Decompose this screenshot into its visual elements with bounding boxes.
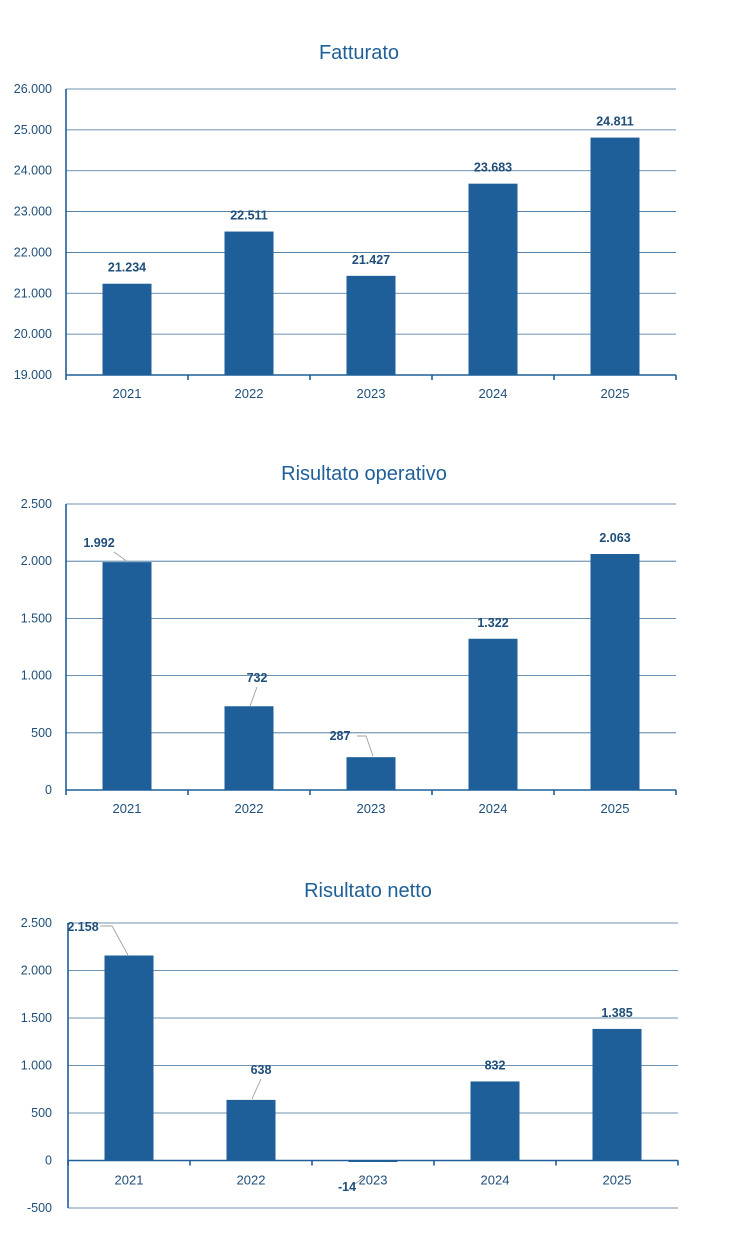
y-tick-label: 1.000 (21, 669, 52, 683)
data-label: 21.427 (352, 253, 390, 267)
data-label: 1.322 (477, 616, 508, 630)
leader-line (113, 551, 129, 563)
category-label: 2021 (113, 801, 142, 816)
y-tick-label: 2.500 (21, 497, 52, 511)
leader-line (357, 735, 374, 757)
y-tick-label: 22.000 (14, 245, 52, 259)
y-tick-label: 24.000 (14, 164, 52, 178)
chart-title: Risultato netto (304, 880, 432, 902)
category-label: 2021 (115, 1173, 144, 1188)
leader-line (251, 1078, 262, 1100)
leader-line (249, 686, 258, 707)
y-tick-label: 1.500 (21, 611, 52, 625)
data-label: 24.811 (596, 115, 634, 129)
chart-risultato-netto: Risultato netto -500 0 500 1.000 1.500 2.000 2.… (21, 880, 679, 1215)
bar-2022 (224, 231, 274, 375)
bar-2022 (224, 706, 274, 790)
y-tick-label: 1.500 (21, 1011, 52, 1025)
data-label: 2.063 (599, 531, 630, 545)
y-tick-label: 2.500 (21, 916, 52, 930)
y-tick-label: -500 (27, 1201, 52, 1215)
bar-2021 (102, 562, 152, 790)
y-tick-label: 0 (45, 783, 52, 797)
bar-2025 (590, 553, 640, 790)
data-label: 22.511 (230, 209, 268, 223)
leader-line (354, 1176, 365, 1185)
bar-2024 (468, 638, 518, 790)
data-label: 1.992 (83, 536, 114, 550)
bar-2023 (346, 757, 396, 790)
data-label: 2.158 (67, 920, 98, 934)
data-label: 732 (247, 671, 268, 685)
bar-2021 (104, 955, 154, 1161)
y-tick-label: 500 (31, 726, 52, 740)
y-tick-label: 25.000 (14, 123, 52, 137)
bar-2024 (470, 1081, 520, 1161)
y-tick-label: 500 (31, 1106, 52, 1120)
data-label: 23.683 (474, 161, 512, 175)
data-label: 21.234 (108, 261, 146, 275)
y-tick-label: 2.000 (21, 964, 52, 978)
category-label: 2021 (113, 386, 142, 401)
bar-2025 (592, 1028, 642, 1161)
y-tick-label: 0 (45, 1154, 52, 1168)
category-label: 2023 (357, 386, 386, 401)
chart-title: Risultato operativo (281, 463, 447, 485)
chart-title: Fatturato (319, 42, 399, 64)
y-tick-label: 21.000 (14, 286, 52, 300)
bar-2023 (346, 275, 396, 375)
category-label: 2022 (235, 801, 264, 816)
chart-risultato-operativo: Risultato operativo 0 500 1.000 1.500 2.000 2.… (21, 463, 677, 816)
category-label: 2024 (481, 1173, 510, 1188)
data-label: 832 (485, 1058, 506, 1072)
category-label: 2025 (603, 1173, 632, 1188)
category-label: 2022 (235, 386, 264, 401)
bar-2023 (348, 1160, 398, 1162)
category-label: 2025 (601, 386, 630, 401)
data-label: 1.385 (601, 1006, 632, 1020)
leader-line (100, 925, 129, 956)
category-label: 2023 (359, 1173, 388, 1188)
bar-2022 (226, 1099, 276, 1161)
category-label: 2025 (601, 801, 630, 816)
category-label: 2023 (357, 801, 386, 816)
category-label: 2022 (237, 1173, 266, 1188)
y-tick-label: 2.000 (21, 554, 52, 568)
data-label: 287 (330, 729, 351, 743)
data-label: -14 (338, 1180, 356, 1194)
y-tick-label: 26.000 (14, 82, 52, 96)
bar-2021 (102, 283, 152, 375)
bar-2025 (590, 137, 640, 375)
chart-fatturato: Fatturato 19.000 20.000 21.000 22.000 23.000 2… (14, 42, 677, 401)
y-tick-label: 20.000 (14, 327, 52, 341)
y-tick-label: 1.000 (21, 1059, 52, 1073)
bar-2024 (468, 183, 518, 375)
data-label: 638 (251, 1063, 272, 1077)
y-tick-label: 23.000 (14, 205, 52, 219)
category-label: 2024 (479, 801, 508, 816)
category-label: 2024 (479, 386, 508, 401)
y-tick-label: 19.000 (14, 368, 52, 382)
